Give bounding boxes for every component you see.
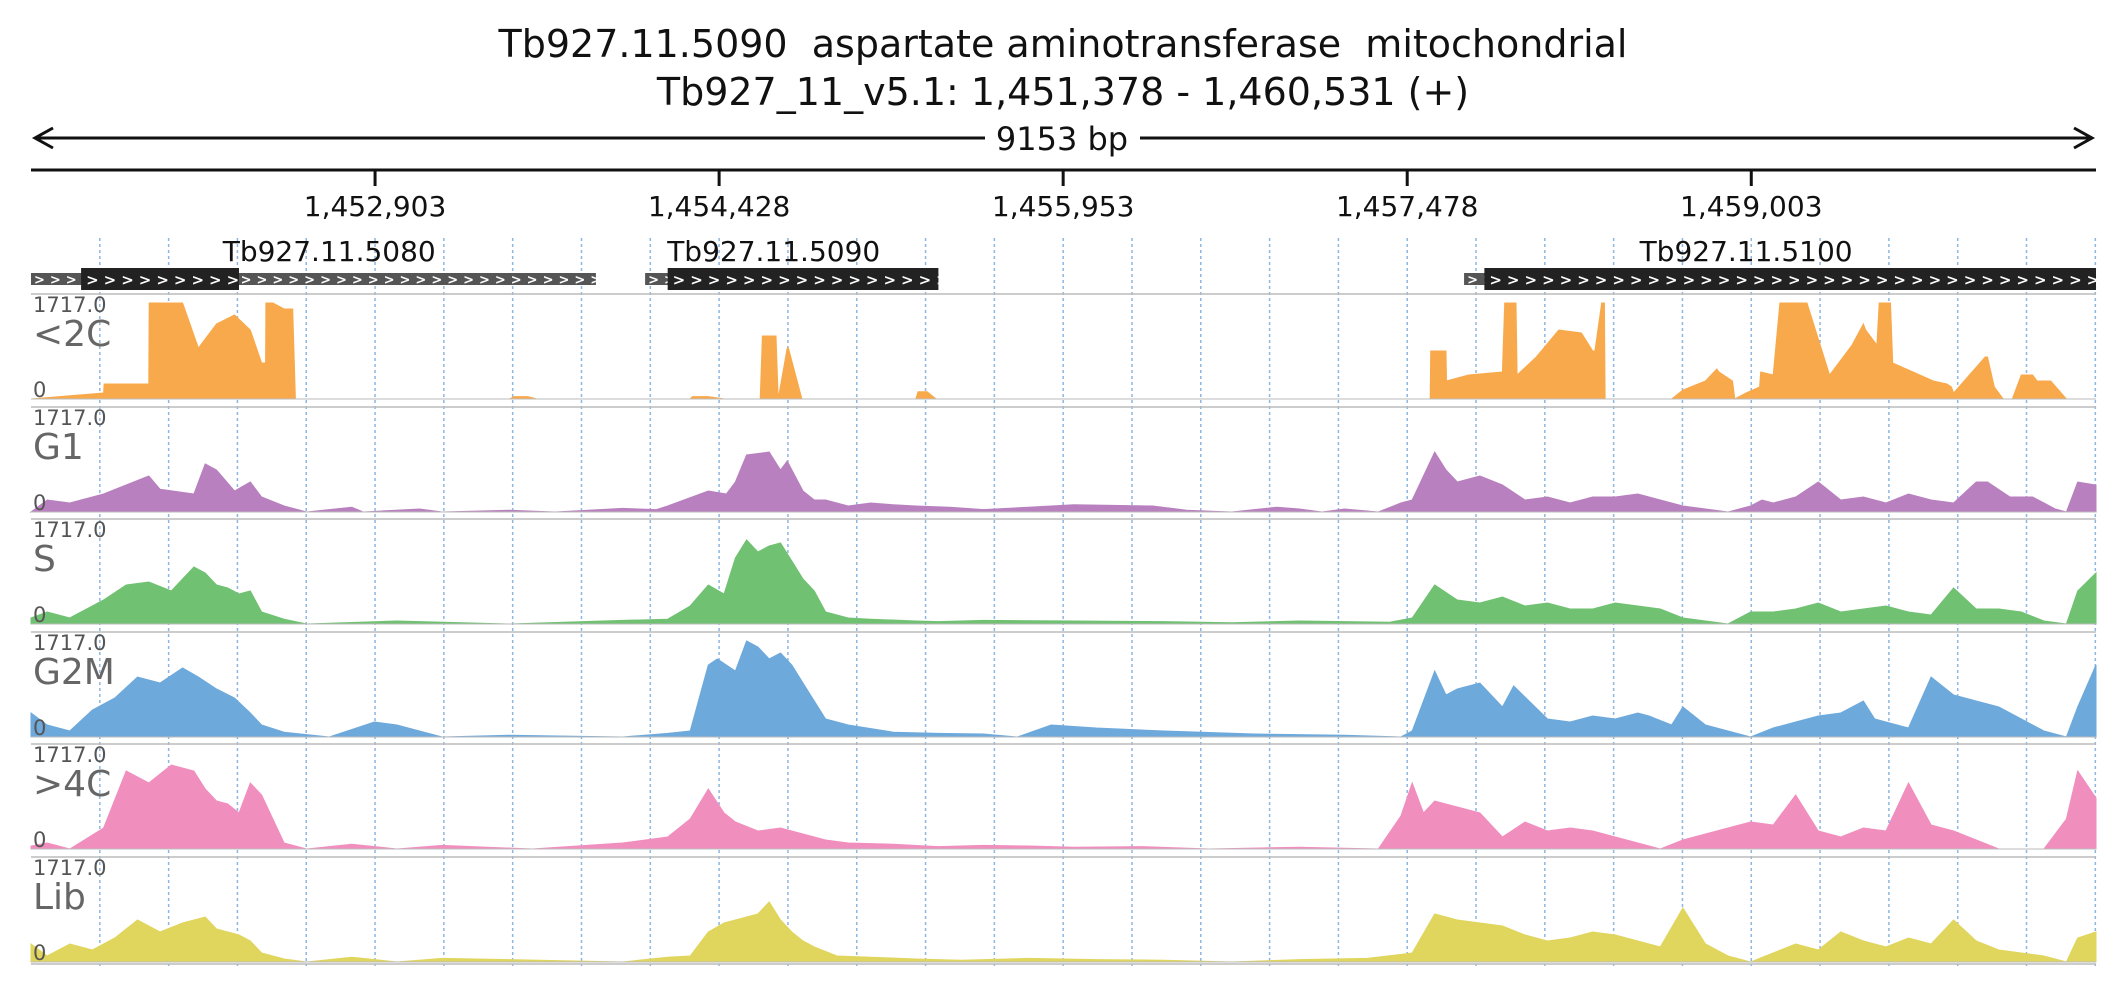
coverage-track: 1717.0>4C 0 (30, 743, 2097, 852)
chart-title-locus: Tb927_11_v5.1: 1,451,378 - 1,460,531 (+) (656, 70, 1470, 114)
track-name-label: Lib (33, 877, 86, 918)
ruler-tick-label: 1,459,003 (1680, 190, 1823, 223)
track-ymax-label: 1717.0 (33, 518, 106, 542)
span-arrow-right (2073, 126, 2096, 150)
coverage-track: 1717.0<2C 0 (30, 293, 2096, 402)
span-scale-bar: 9153 bp (31, 120, 2096, 158)
track-name-label: <2C (33, 314, 111, 355)
gene-label: Tb927.11.5100 (1639, 235, 1853, 268)
gene-cds-chevrons: >>>>>>>>>>>>>>>>> (673, 271, 972, 289)
track-name-label: G1 (33, 427, 84, 468)
track-ymin-label: 0 (33, 378, 46, 402)
gene-cds-chevrons: >>>>>>>>>> (86, 271, 262, 289)
track-ymin-label: 0 (33, 603, 46, 627)
coverage-area-3 (30, 539, 2097, 625)
gene-model: >>>>>>>>>>>>>>>>>>>>>>>>>>>>>>>>>>>>Tb92… (645, 235, 972, 290)
gene-label: Tb927.11.5090 (666, 235, 880, 268)
track-ymax-label: 1717.0 (33, 406, 106, 430)
track-ymin-label: 0 (33, 716, 46, 740)
track-ymax-label: 1717.0 (33, 743, 106, 767)
coverage-area-4 (30, 640, 2097, 738)
ruler-tick-label: 1,457,478 (1336, 190, 1479, 223)
span-arrow-left (31, 126, 54, 150)
track-name-label: S (33, 539, 56, 580)
coverage-track: 1717.0S 0 (30, 518, 2097, 627)
chart-title-gene: Tb927.11.5090 aspartate aminotransferase… (498, 22, 1628, 66)
gene-model: >>>>>>>>>>>>>>>>>>>>>>>>>>>>>>>>>>>>>>>>… (31, 235, 596, 290)
gene-models: >>>>>>>>>>>>>>>>>>>>>>>>>>>>>>>>>>>>>>>>… (31, 235, 2126, 290)
ruler-tick-label: 1,454,428 (648, 190, 791, 223)
coordinate-ruler: 1,452,903 1,454,428 1,455,953 1,457,478 1,45… (31, 168, 2096, 223)
track-ymin-label: 0 (33, 941, 46, 965)
gene-cds-bar (1484, 268, 2096, 290)
gene-cds-bar (81, 268, 240, 290)
coverage-area-5 (30, 764, 2097, 850)
ruler-tick-label: 1,455,953 (992, 190, 1135, 223)
coverage-track: 1717.0G1 0 (29, 406, 2097, 515)
track-ymax-label: 1717.0 (33, 631, 106, 655)
span-label: 9153 bp (996, 120, 1128, 158)
gene-model: >>>>>>>>>>>>>>>>>>>>>>>>>>>>>>>>>>>>>>>>… (1464, 235, 2126, 290)
track-name-label: G2M (33, 652, 115, 693)
track-ymin-label: 0 (33, 491, 46, 515)
track-name-label: >4C (33, 764, 111, 805)
gene-cds-bar (667, 268, 939, 290)
track-ymax-label: 1717.0 (33, 293, 106, 317)
ruler-tick-label: 1,452,903 (304, 190, 447, 223)
track-ymin-label: 0 (33, 828, 46, 852)
track-ymax-label: 1717.0 (33, 856, 106, 880)
coverage-area-6 (30, 901, 2097, 963)
gene-label: Tb927.11.5080 (222, 235, 436, 268)
gene-cds-chevrons: >>>>>>>>>>>>>>>>>>>>>>>>>>>>>>>>>>>>>>>> (1489, 271, 2126, 289)
